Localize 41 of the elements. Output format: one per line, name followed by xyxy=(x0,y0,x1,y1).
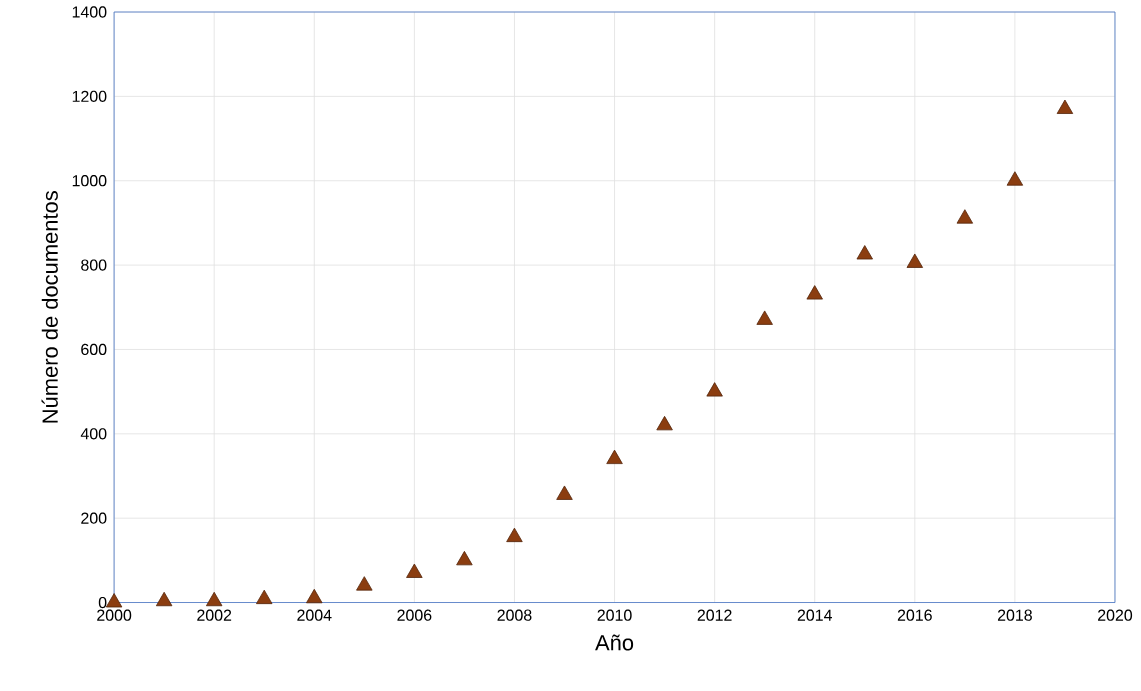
point xyxy=(356,576,373,591)
point xyxy=(105,593,123,608)
x-tick-label: 2020 xyxy=(1098,609,1133,622)
y-tick-label: 800 xyxy=(81,259,107,271)
x-axis-title: Año xyxy=(595,634,634,651)
point xyxy=(606,449,623,465)
y-tick-label: 0 xyxy=(98,597,107,609)
point xyxy=(155,592,173,607)
x-tick-label: 2018 xyxy=(997,609,1032,622)
y-tick-label: 1400 xyxy=(72,6,107,18)
x-tick-label: 2014 xyxy=(797,609,832,622)
point xyxy=(256,589,273,605)
x-tick-label: 2002 xyxy=(197,609,232,622)
x-tick-label: 2016 xyxy=(897,609,932,622)
point xyxy=(906,253,924,269)
point xyxy=(806,285,823,300)
point xyxy=(706,382,723,397)
y-tick-label: 1200 xyxy=(72,90,107,103)
point xyxy=(556,485,573,501)
y-axis-title: Número de documentos xyxy=(41,191,58,423)
point xyxy=(1006,171,1024,186)
x-tick-label: 2000 xyxy=(97,609,132,622)
point xyxy=(506,527,523,543)
x-tick-label: 2006 xyxy=(397,609,432,622)
x-tick-label: 2012 xyxy=(697,609,732,622)
point xyxy=(456,551,473,566)
point xyxy=(656,416,673,431)
x-tick-label: 2010 xyxy=(597,609,632,622)
point xyxy=(856,245,873,260)
point xyxy=(756,310,773,326)
y-tick-label: 1000 xyxy=(72,175,107,187)
point xyxy=(306,589,323,604)
x-tick-label: 2004 xyxy=(297,609,332,622)
y-tick-label: 400 xyxy=(80,428,107,440)
y-tick-label: 200 xyxy=(81,512,107,525)
x-tick-label: 2008 xyxy=(497,609,532,622)
point xyxy=(205,592,223,607)
point xyxy=(1056,99,1074,115)
y-tick-label: 600 xyxy=(81,344,107,356)
point xyxy=(956,209,974,224)
point xyxy=(406,563,423,579)
